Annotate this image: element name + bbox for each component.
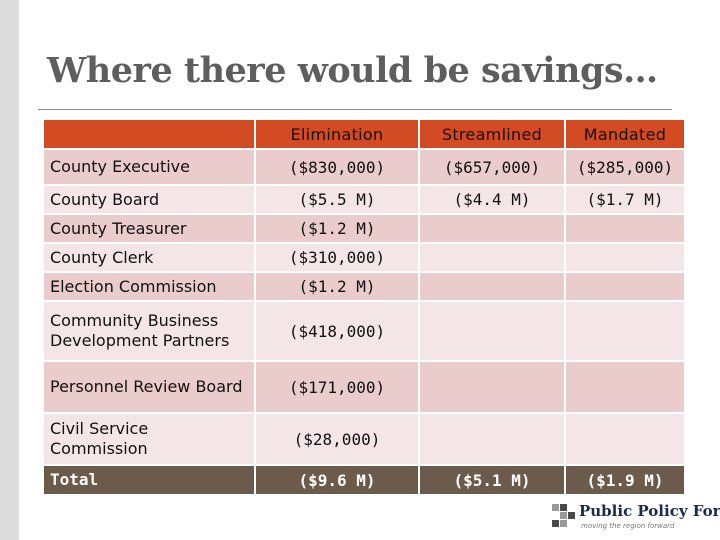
elimination-cell: ($5.5 M) bbox=[254, 184, 420, 215]
row-label: County Treasurer bbox=[42, 213, 256, 244]
table-row: County Clerk ($310,000) bbox=[42, 242, 686, 273]
streamlined-cell: ($657,000) bbox=[418, 148, 566, 186]
streamlined-cell: ($4.4 M) bbox=[418, 184, 566, 215]
row-label: County Executive bbox=[42, 148, 256, 186]
logo-name: Public Policy Forum bbox=[579, 502, 720, 520]
elimination-cell: ($418,000) bbox=[254, 300, 420, 362]
mandated-cell bbox=[564, 300, 686, 362]
elimination-cell: ($1.2 M) bbox=[254, 213, 420, 244]
mandated-cell bbox=[564, 271, 686, 302]
mandated-cell bbox=[564, 360, 686, 414]
total-label: Total bbox=[42, 464, 256, 496]
mandated-cell bbox=[564, 213, 686, 244]
row-label: Personnel Review Board bbox=[42, 360, 256, 414]
elimination-cell: ($830,000) bbox=[254, 148, 420, 186]
streamlined-cell bbox=[418, 271, 566, 302]
streamlined-cell bbox=[418, 360, 566, 414]
ppf-logo-mark-icon bbox=[552, 504, 575, 527]
savings-table: Elimination Streamlined Mandated County … bbox=[42, 118, 686, 496]
mandated-cell bbox=[564, 242, 686, 273]
title-divider bbox=[38, 109, 672, 110]
elimination-cell: ($28,000) bbox=[254, 412, 420, 466]
row-label: County Board bbox=[42, 184, 256, 215]
total-row: Total ($9.6 M) ($5.1 M) ($1.9 M) bbox=[42, 464, 686, 496]
mandated-cell bbox=[564, 412, 686, 466]
elimination-cell: ($310,000) bbox=[254, 242, 420, 273]
row-label: Civil Service Commission bbox=[42, 412, 256, 466]
elimination-cell: ($171,000) bbox=[254, 360, 420, 414]
streamlined-cell bbox=[418, 213, 566, 244]
mandated-cell: ($285,000) bbox=[564, 148, 686, 186]
table-row: Election Commission ($1.2 M) bbox=[42, 271, 686, 302]
table-row: County Treasurer ($1.2 M) bbox=[42, 213, 686, 244]
column-header-elimination: Elimination bbox=[254, 118, 420, 150]
table-row: Personnel Review Board ($171,000) bbox=[42, 360, 686, 414]
public-policy-forum-logo: Public Policy Forum moving the region fo… bbox=[552, 500, 720, 536]
streamlined-cell bbox=[418, 242, 566, 273]
streamlined-cell bbox=[418, 412, 566, 466]
row-label: County Clerk bbox=[42, 242, 256, 273]
left-accent-bar bbox=[0, 0, 19, 540]
total-elimination: ($9.6 M) bbox=[254, 464, 420, 496]
table-row: Community Business Development Partners … bbox=[42, 300, 686, 362]
slide-title: Where there would be savings… bbox=[47, 50, 658, 91]
table-row: Civil Service Commission ($28,000) bbox=[42, 412, 686, 466]
row-label: Election Commission bbox=[42, 271, 256, 302]
streamlined-cell bbox=[418, 300, 566, 362]
elimination-cell: ($1.2 M) bbox=[254, 271, 420, 302]
column-header-blank bbox=[42, 118, 256, 150]
column-header-streamlined: Streamlined bbox=[418, 118, 566, 150]
table-row: County Executive ($830,000) ($657,000) (… bbox=[42, 148, 686, 186]
table-row: County Board ($5.5 M) ($4.4 M) ($1.7 M) bbox=[42, 184, 686, 215]
total-streamlined: ($5.1 M) bbox=[418, 464, 566, 496]
logo-tagline: moving the region forward bbox=[581, 522, 675, 530]
column-header-mandated: Mandated bbox=[564, 118, 686, 150]
table-header-row: Elimination Streamlined Mandated bbox=[42, 118, 686, 150]
mandated-cell: ($1.7 M) bbox=[564, 184, 686, 215]
row-label: Community Business Development Partners bbox=[42, 300, 256, 362]
total-mandated: ($1.9 M) bbox=[564, 464, 686, 496]
